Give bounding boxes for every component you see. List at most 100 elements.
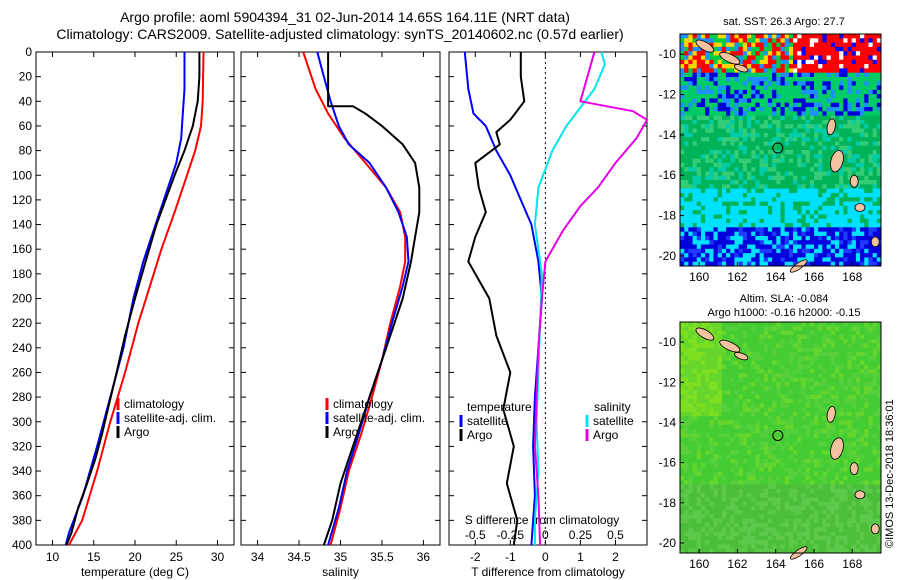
heatmap-cell bbox=[822, 205, 827, 211]
heatmap-cell bbox=[730, 201, 735, 207]
heatmap-cell bbox=[776, 416, 781, 421]
heatmap-cell bbox=[797, 128, 802, 134]
heatmap-cell bbox=[805, 424, 811, 430]
heatmap-cell bbox=[759, 34, 765, 39]
heatmap-cell bbox=[692, 240, 698, 245]
heatmap-cell bbox=[772, 223, 777, 228]
heatmap-cell bbox=[801, 399, 807, 404]
heatmap-cell bbox=[776, 403, 781, 408]
heatmap-cell bbox=[696, 124, 702, 129]
heatmap-cell bbox=[797, 471, 802, 477]
heatmap-cell bbox=[826, 394, 832, 400]
heatmap-cell bbox=[717, 480, 723, 485]
heatmap-cell bbox=[747, 450, 752, 456]
heatmap-cell bbox=[763, 111, 769, 117]
heatmap-cell bbox=[784, 373, 790, 379]
heatmap-cell bbox=[776, 51, 781, 56]
heatmap-cell bbox=[784, 437, 790, 443]
heatmap-cell bbox=[797, 171, 802, 177]
heatmap-cell bbox=[772, 381, 777, 387]
heatmap-cell bbox=[843, 373, 848, 379]
heatmap-cell bbox=[705, 150, 710, 155]
heatmap-cell bbox=[855, 253, 861, 258]
heatmap-cell bbox=[705, 197, 710, 202]
heatmap-cell bbox=[772, 102, 777, 108]
heatmap-cell bbox=[788, 450, 794, 456]
heatmap-cell bbox=[747, 347, 752, 353]
heatmap-cell bbox=[797, 373, 802, 379]
heatmap-cell bbox=[755, 214, 760, 220]
heatmap-cell bbox=[872, 424, 878, 430]
heatmap-cell bbox=[684, 141, 689, 147]
heatmap-cell bbox=[696, 235, 702, 241]
heatmap-cell bbox=[726, 158, 731, 164]
heatmap-cell bbox=[721, 201, 727, 207]
heatmap-cell bbox=[767, 261, 773, 267]
heatmap-cell bbox=[868, 201, 874, 207]
heatmap-cell bbox=[684, 343, 689, 349]
heatmap-cell bbox=[801, 34, 807, 39]
heatmap-cell bbox=[709, 107, 714, 112]
heatmap-cell bbox=[688, 175, 693, 181]
heatmap-cell bbox=[755, 64, 760, 69]
heatmap-cell bbox=[680, 102, 685, 108]
heatmap-cell bbox=[822, 175, 827, 181]
heatmap-cell bbox=[680, 471, 685, 477]
heatmap-cell bbox=[755, 137, 760, 142]
heatmap-cell bbox=[876, 322, 882, 327]
heatmap-cell bbox=[734, 145, 740, 151]
heatmap-cell bbox=[772, 38, 777, 43]
heatmap-cell bbox=[692, 115, 698, 121]
heatmap-cell bbox=[776, 343, 781, 349]
heatmap-cell bbox=[763, 428, 769, 434]
heatmap-cell bbox=[696, 34, 702, 39]
heatmap-cell bbox=[680, 94, 685, 99]
heatmap-cell bbox=[797, 399, 802, 404]
heatmap-cell bbox=[851, 450, 857, 456]
heatmap-cell bbox=[860, 253, 865, 258]
heatmap-cell bbox=[717, 180, 723, 185]
heatmap-cell bbox=[788, 192, 794, 198]
heatmap-cell bbox=[864, 119, 869, 125]
heatmap-cell bbox=[700, 68, 706, 74]
heatmap-cell bbox=[830, 369, 836, 374]
heatmap-cell bbox=[780, 244, 786, 250]
heatmap-cell bbox=[801, 68, 807, 74]
heatmap-cell bbox=[734, 162, 740, 168]
heatmap-cell bbox=[705, 433, 710, 438]
heatmap-cell bbox=[822, 111, 827, 117]
heatmap-cell bbox=[763, 119, 769, 125]
heatmap-cell bbox=[742, 390, 748, 396]
heatmap-cell bbox=[818, 223, 823, 228]
heatmap-cell bbox=[738, 326, 744, 331]
heatmap-cell bbox=[843, 424, 848, 430]
heatmap-cell bbox=[734, 450, 740, 456]
heatmap-cell bbox=[788, 386, 794, 391]
heatmap-cell bbox=[839, 360, 844, 366]
heatmap-cell bbox=[767, 369, 773, 374]
heatmap-cell bbox=[784, 175, 790, 181]
heatmap-cell bbox=[700, 64, 706, 69]
heatmap-cell bbox=[776, 227, 781, 233]
heatmap-cell bbox=[814, 119, 819, 125]
heatmap-cell bbox=[839, 235, 844, 241]
heatmap-cell bbox=[738, 154, 744, 159]
heatmap-cell bbox=[755, 450, 760, 456]
heatmap-cell bbox=[847, 364, 853, 370]
heatmap-cell bbox=[814, 150, 819, 155]
heatmap-cells bbox=[680, 34, 882, 267]
heatmap-cell bbox=[864, 334, 869, 340]
heatmap-cell bbox=[713, 433, 719, 438]
heatmap-cell bbox=[738, 85, 744, 91]
heatmap-cell bbox=[759, 476, 765, 481]
heatmap-cell bbox=[818, 441, 823, 447]
heatmap-cell bbox=[776, 369, 781, 374]
heatmap-cell bbox=[876, 343, 882, 349]
heatmap-cell bbox=[772, 339, 777, 344]
heatmap-cell bbox=[738, 369, 744, 374]
heatmap-cell bbox=[680, 124, 685, 129]
heatmap-cell bbox=[751, 484, 756, 490]
heatmap-cell bbox=[692, 42, 698, 48]
heatmap-cell bbox=[776, 175, 781, 181]
heatmap-cell bbox=[767, 55, 773, 61]
